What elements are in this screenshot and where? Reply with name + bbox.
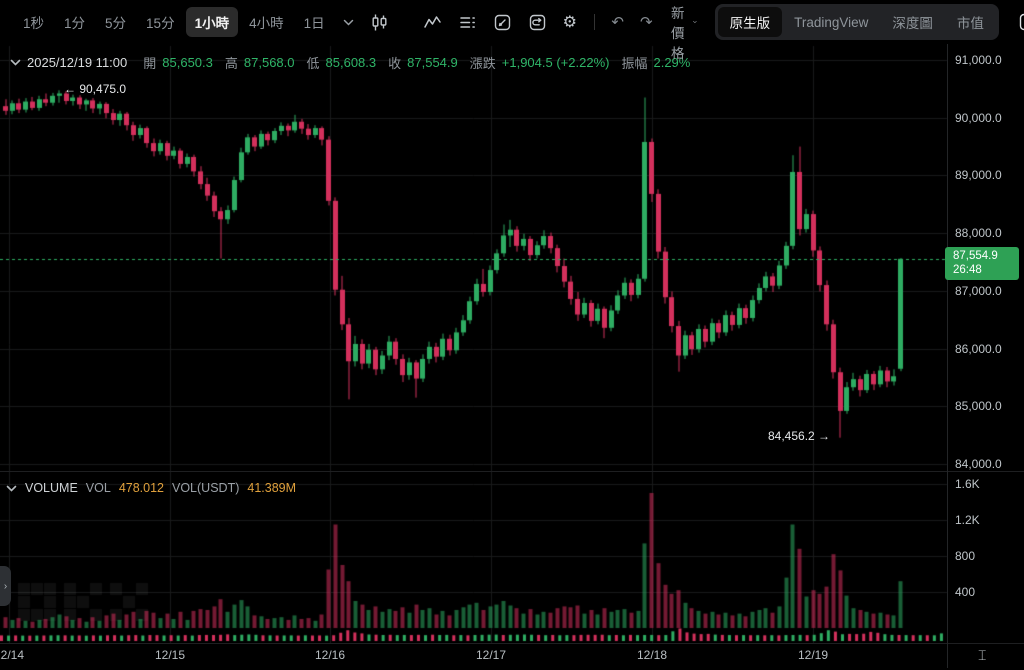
view-mode-tabs: 原生版 TradingView 深度圖 市值: [714, 4, 999, 40]
price-tick-label: 91,000.0: [955, 53, 1002, 67]
timeframe-4h[interactable]: 4小時: [240, 7, 293, 37]
price-tick-label: 84,000.0: [955, 457, 1002, 471]
candle-countdown: 26:48: [953, 264, 982, 277]
draw-tools-icon[interactable]: [486, 9, 519, 36]
time-tick-label: 12/15: [154, 648, 186, 662]
undo-icon[interactable]: ↶: [604, 11, 631, 34]
close-label: 收: [388, 56, 402, 71]
time-axis-divider: [0, 643, 1024, 644]
price-tick-label: 87,000.0: [955, 283, 1002, 298]
current-price-tag: 87,554.9 26:48: [945, 246, 1019, 280]
low-label: 低: [306, 56, 320, 71]
timeframe-1m[interactable]: 1分: [55, 7, 94, 37]
high-price-annotation: ← 90,475.0: [64, 82, 127, 96]
candle-style-icon[interactable]: [363, 9, 396, 36]
chart-toolbar: 1秒 1分 5分 15分 1小時 4小時 1日 ⚙: [0, 0, 1024, 61]
timeframe-5m[interactable]: 5分: [96, 7, 135, 37]
sidebar-expand-handle[interactable]: ›: [0, 566, 11, 606]
low-value: 85,608.3: [325, 55, 377, 70]
change-label: 漲跌: [469, 56, 496, 71]
price-tick-label: 85,000.0: [955, 399, 1002, 414]
autofit-scale-icon[interactable]: ⌶: [978, 648, 987, 664]
high-value: 87,568.0: [243, 55, 295, 70]
time-tick-label: 12/19: [797, 648, 829, 662]
latest-price-label: 最新價格: [670, 0, 685, 61]
volume-header: VOLUME VOL 478.012 VOL(USDT) 41.389M: [6, 481, 296, 495]
vol-value: 478.012: [118, 481, 164, 495]
price-tick-label: 86,000.0: [955, 341, 1002, 356]
time-tick-label: 12/18: [636, 648, 668, 662]
amplitude-value: 2.29%: [653, 55, 691, 70]
time-tick-label: 12/14: [0, 648, 25, 662]
vol-usdt-value: 41.389M: [247, 481, 297, 495]
collapse-volume-chevron-icon[interactable]: [6, 485, 17, 492]
replay-icon[interactable]: [521, 9, 554, 36]
collapse-pane-chevron-icon[interactable]: [10, 59, 21, 66]
close-value: 87,554.9: [407, 55, 458, 70]
amplitude-label: 振幅: [621, 56, 648, 71]
high-label: 高: [224, 56, 238, 71]
timeframe-1h[interactable]: 1小時: [185, 7, 239, 37]
indicators-icon[interactable]: [416, 9, 449, 36]
latest-price-dropdown[interactable]: 最新價格: [662, 0, 703, 66]
ohlc-readout: 2025/12/19 11:00 開 85,650.3 高 87,568.0 低…: [10, 53, 690, 72]
volume-tick-label: 1.6K: [955, 477, 980, 491]
low-price-annotation: 84,456.2 →: [768, 429, 831, 443]
vol-usdt-label: VOL(USDT): [172, 481, 240, 495]
vol-label: VOL: [85, 481, 111, 495]
indicator-list-icon[interactable]: [451, 9, 484, 36]
change-value: +1,904.5 (+2.22%): [501, 55, 610, 70]
current-price-value: 87,554.9: [953, 249, 998, 262]
price-axis-border: [947, 44, 948, 668]
open-label: 開: [143, 56, 157, 71]
candle-datetime: 2025/12/19 11:00: [27, 55, 128, 70]
volume-tick-label: 1.2K: [955, 513, 980, 527]
time-tick-label: 12/17: [475, 648, 507, 662]
volume-title: VOLUME: [25, 481, 78, 495]
timeframe-dropdown-chevron-icon[interactable]: [336, 15, 361, 30]
open-value: 85,650.3: [162, 55, 213, 70]
timeframe-15m[interactable]: 15分: [137, 7, 184, 37]
price-tick-label: 89,000.0: [955, 168, 1002, 183]
price-axis[interactable]: 91,000.0 90,000.0 89,000.0 88,000.0 87,000.0…: [948, 44, 1024, 644]
pane-divider: [0, 471, 1024, 472]
volume-tick-label: 800: [955, 549, 976, 563]
timeframe-1d[interactable]: 1日: [295, 7, 334, 37]
timeframe-1s[interactable]: 1秒: [14, 7, 53, 37]
chevron-down-icon: [692, 20, 697, 24]
tab-tradingview[interactable]: TradingView: [782, 10, 880, 35]
axis-corner-cell: ⌶: [948, 644, 1024, 668]
volume-tick-label: 400: [955, 585, 976, 599]
price-tick-label: 88,000.0: [955, 226, 1002, 241]
time-tick-label: 12/16: [314, 648, 346, 662]
tab-marketcap[interactable]: 市值: [945, 7, 996, 37]
redo-icon[interactable]: ↷: [633, 11, 660, 34]
fullscreen-icon[interactable]: [1011, 8, 1024, 36]
tab-native[interactable]: 原生版: [717, 7, 783, 37]
settings-gear-icon[interactable]: ⚙: [556, 10, 584, 34]
price-tick-label: 90,000.0: [955, 110, 1002, 125]
time-axis[interactable]: 12/14 12/15 12/16 12/17 12/18 12/19: [0, 644, 947, 668]
tab-depth[interactable]: 深度圖: [880, 7, 945, 37]
